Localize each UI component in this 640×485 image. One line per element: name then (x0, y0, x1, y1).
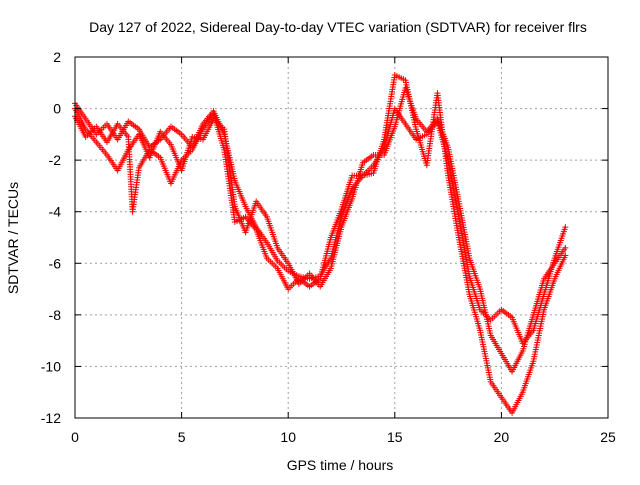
data-point-marker (562, 244, 569, 251)
chart-title: Day 127 of 2022, Sidereal Day-to-day VTE… (89, 19, 587, 35)
y-tick-label: -6 (49, 255, 62, 271)
data-point-marker (562, 224, 569, 231)
y-tick-label: 2 (53, 49, 61, 65)
y-tick-label: -12 (41, 410, 61, 426)
x-tick-label: 20 (494, 429, 510, 445)
data-point-marker (562, 252, 569, 259)
y-axis-label: SDTVAR / TECUs (5, 182, 21, 294)
y-tick-label: 0 (53, 101, 61, 117)
x-tick-label: 15 (387, 429, 403, 445)
x-tick-label: 25 (600, 429, 616, 445)
x-axis-label: GPS time / hours (287, 457, 394, 473)
series-track-c (72, 72, 569, 416)
y-tick-label: -4 (49, 204, 62, 220)
y-tick-label: -10 (41, 358, 61, 374)
series-layer (72, 72, 569, 416)
plot-frame (74, 56, 609, 419)
y-tick-label: -2 (49, 152, 62, 168)
x-tick-label: 5 (178, 429, 186, 445)
x-tick-label: 0 (71, 429, 79, 445)
x-tick-label: 10 (280, 429, 296, 445)
y-tick-label: -8 (49, 307, 62, 323)
